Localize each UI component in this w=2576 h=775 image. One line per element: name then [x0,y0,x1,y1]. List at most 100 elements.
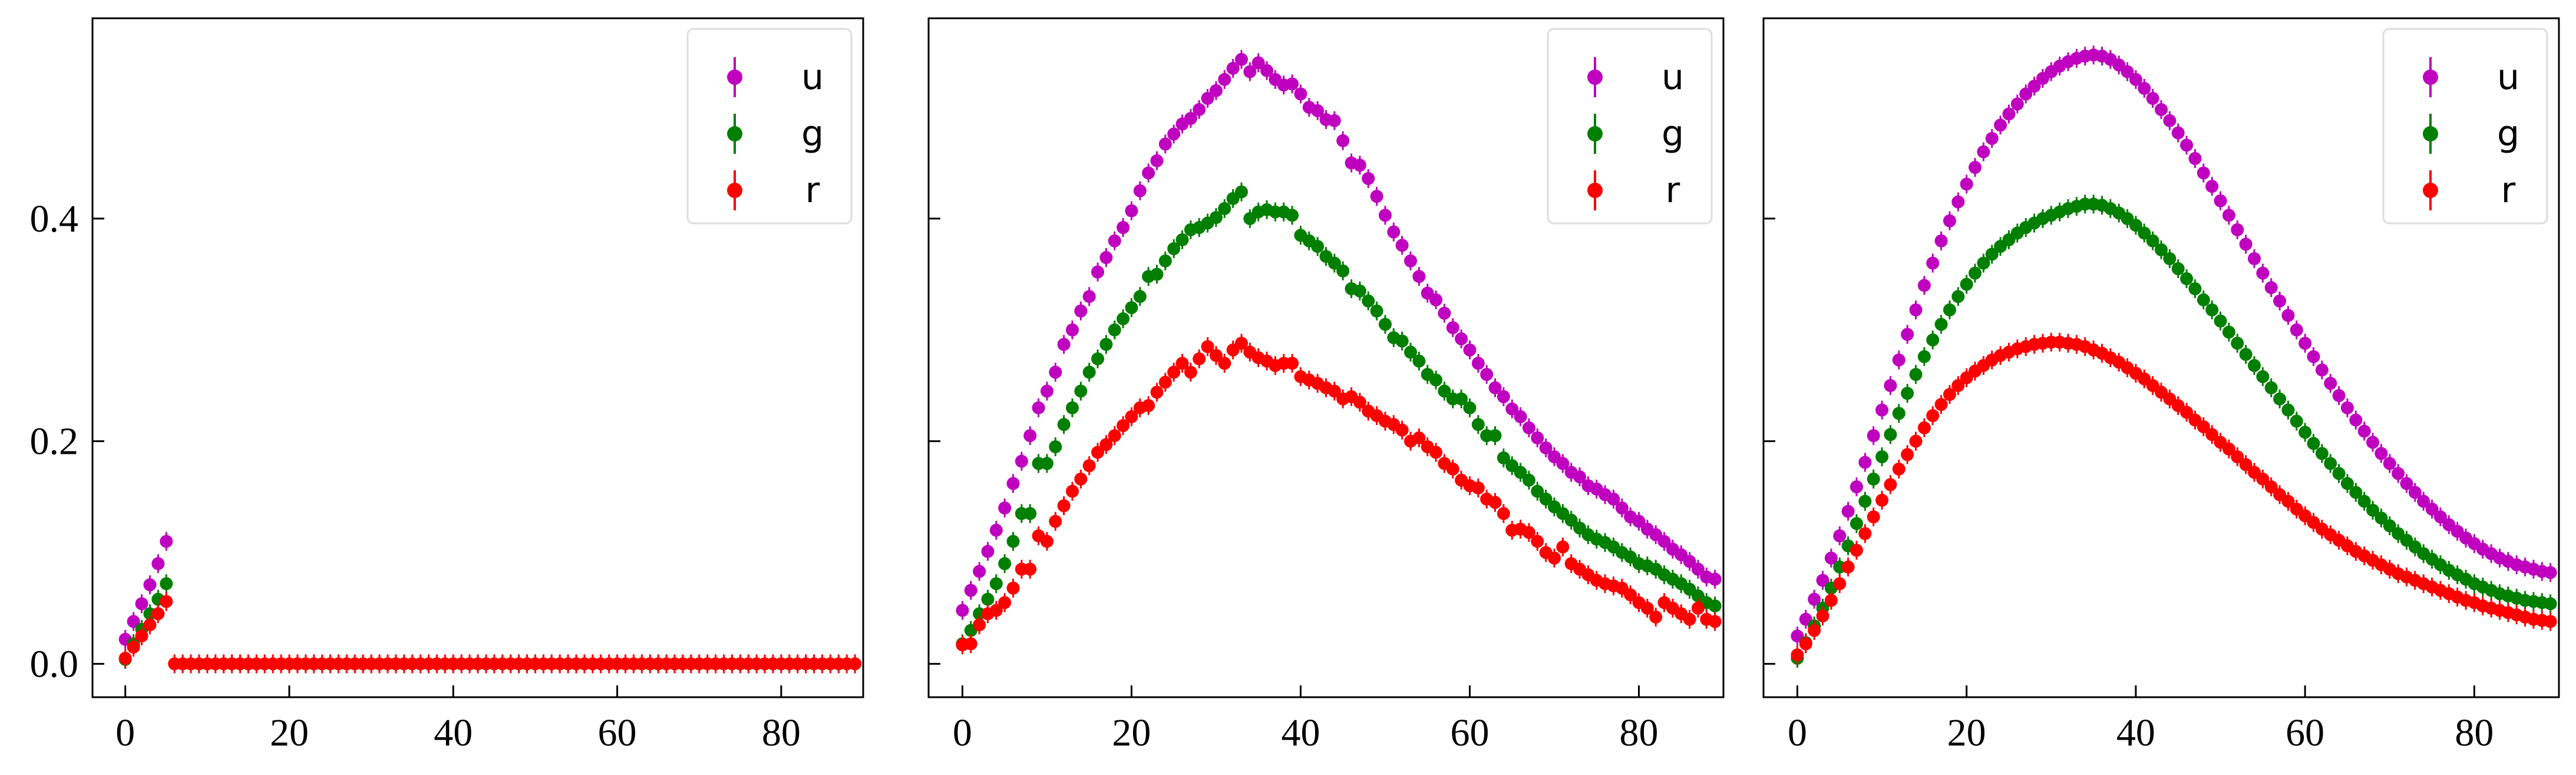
data-point [1969,266,1982,280]
data-point [2340,477,2354,490]
series-r [956,334,1722,655]
data-point [1006,535,1020,548]
data-point [1531,535,1544,548]
data-point [1556,457,1570,470]
data-point [1167,242,1181,255]
legend-marker [2423,126,2438,141]
data-point [1901,328,1914,341]
data-point [1065,484,1079,498]
data-point [2281,403,2295,417]
data-point [981,545,995,558]
data-point [127,641,140,654]
data-point [2171,262,2185,275]
data-point [1539,492,1553,506]
data-point [1091,265,1105,279]
data-point [2231,450,2244,464]
data-point [964,637,977,651]
data-point [1640,601,1654,615]
data-point [1446,462,1459,476]
data-point [2171,126,2185,140]
data-point [1833,529,1847,543]
data-point [1353,395,1366,409]
data-point [2239,348,2253,361]
data-point [1429,446,1443,459]
data-point [1226,61,1240,75]
data-point [1875,403,1889,417]
data-point [1108,323,1121,337]
data-point [1065,401,1079,414]
data-point [2408,486,2422,499]
data-point [1117,221,1130,235]
data-point [1412,431,1426,444]
data-point [1193,352,1206,365]
data-point [2180,405,2194,419]
data-point [2433,510,2447,524]
data-point [964,583,977,597]
data-point [2214,314,2227,328]
data-point [2247,359,2261,372]
data-point [2332,389,2346,403]
data-point [143,618,157,632]
series-g [1791,194,2557,668]
data-point [1049,365,1062,379]
data-point [1243,65,1257,78]
data-point [1488,496,1502,509]
data-point [1514,410,1527,424]
data-point [2188,151,2202,165]
data-point [1074,472,1088,486]
data-point [1909,368,1923,381]
data-point [1184,111,1197,125]
data-point [1934,398,1948,411]
data-point [2155,243,2168,256]
data-point [1816,609,1829,623]
x-tick-label: 20 [1947,711,1986,754]
data-point [2417,494,2430,508]
data-point [1057,418,1071,431]
data-point [1708,615,1722,628]
data-point [1362,172,1375,185]
panel-left: 0 20 40 60 80 0.0 0.2 0.4 ugr [30,17,864,754]
data-point [1505,402,1519,415]
legend-marker [2423,70,2438,85]
data-point [2332,467,2346,480]
data-point [1099,338,1113,351]
data-point [1133,184,1147,197]
data-point [1091,446,1105,459]
data-point [1547,551,1561,565]
data-point [2400,477,2413,490]
data-point [1150,268,1164,281]
data-point [1438,384,1451,398]
panel-middle: 0 20 40 60 80 ugr [927,17,1725,754]
data-point [1943,214,1956,227]
data-point [118,651,132,665]
legend-label: u [1662,57,1684,98]
data-point [2129,72,2142,86]
data-point [1286,357,1299,370]
data-point [1850,480,1863,494]
data-point [1531,431,1544,444]
data-point [2264,381,2278,394]
data-point [2340,401,2354,414]
x-tick-label: 40 [1281,711,1320,754]
data-point [2231,223,2244,236]
data-point [1082,365,1096,379]
data-point [2138,226,2151,240]
data-point [2239,238,2253,251]
data-point [1209,211,1223,225]
data-point [2315,447,2329,460]
data-point [1117,419,1130,433]
data-point [2392,467,2405,480]
data-point [1446,321,1459,335]
data-point [2264,281,2278,295]
data-point [2205,303,2219,316]
data-point [1218,202,1231,215]
legend-label: u [801,57,824,98]
data-point [1125,410,1138,424]
data-point [1943,303,1956,316]
data-point [1234,185,1248,199]
x-tick-label: 0 [953,711,972,754]
data-point [1858,456,1872,469]
data-point [1412,270,1426,283]
legend-label: u [2497,57,2519,98]
data-point [1934,234,1948,248]
